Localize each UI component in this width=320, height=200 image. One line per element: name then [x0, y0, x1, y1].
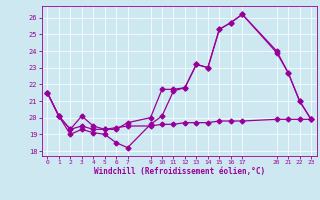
X-axis label: Windchill (Refroidissement éolien,°C): Windchill (Refroidissement éolien,°C): [94, 167, 265, 176]
